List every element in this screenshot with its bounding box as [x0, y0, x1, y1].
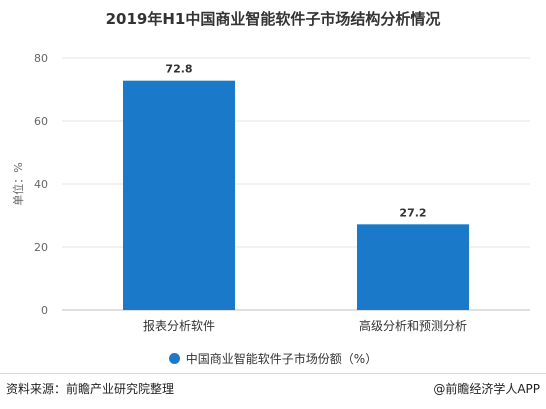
x-tick-label: 高级分析和预测分析: [359, 318, 467, 333]
y-axis-ticks: 0 20 40 60 80: [34, 52, 48, 317]
bar: [123, 80, 235, 311]
bar: [357, 224, 469, 310]
x-axis-ticks: 报表分析软件 高级分析和预测分析: [143, 318, 467, 333]
y-axis-label: 单位：%: [11, 162, 25, 205]
data-label: 72.8: [165, 63, 192, 76]
y-tick-label: 40: [34, 178, 48, 191]
y-tick-label: 20: [34, 241, 48, 254]
y-tick-label: 0: [41, 304, 48, 317]
legend-label: 中国商业智能软件子市场份额（%）: [185, 352, 378, 366]
x-tick-label: 报表分析软件: [143, 318, 215, 333]
y-tick-label: 80: [34, 52, 48, 65]
footer-divider: [0, 373, 546, 374]
y-tick-label: 60: [34, 115, 48, 128]
footer-source: 资料来源：前瞻产业研究院整理: [6, 382, 175, 396]
data-label: 27.2: [399, 206, 426, 219]
legend-marker: [168, 353, 180, 364]
legend: 中国商业智能软件子市场份额（%）: [0, 350, 546, 367]
chart-title: 2019年H1中国商业智能软件子市场结构分析情况: [105, 10, 441, 28]
bars: 72.8 27.2: [123, 63, 469, 311]
footer-brand: @前瞻经济学人APP: [433, 382, 540, 396]
bar-chart: 0 20 40 60 80 72.8 27.2 报表分析软件 高级分析和预测分析 单位：%: [11, 52, 530, 333]
